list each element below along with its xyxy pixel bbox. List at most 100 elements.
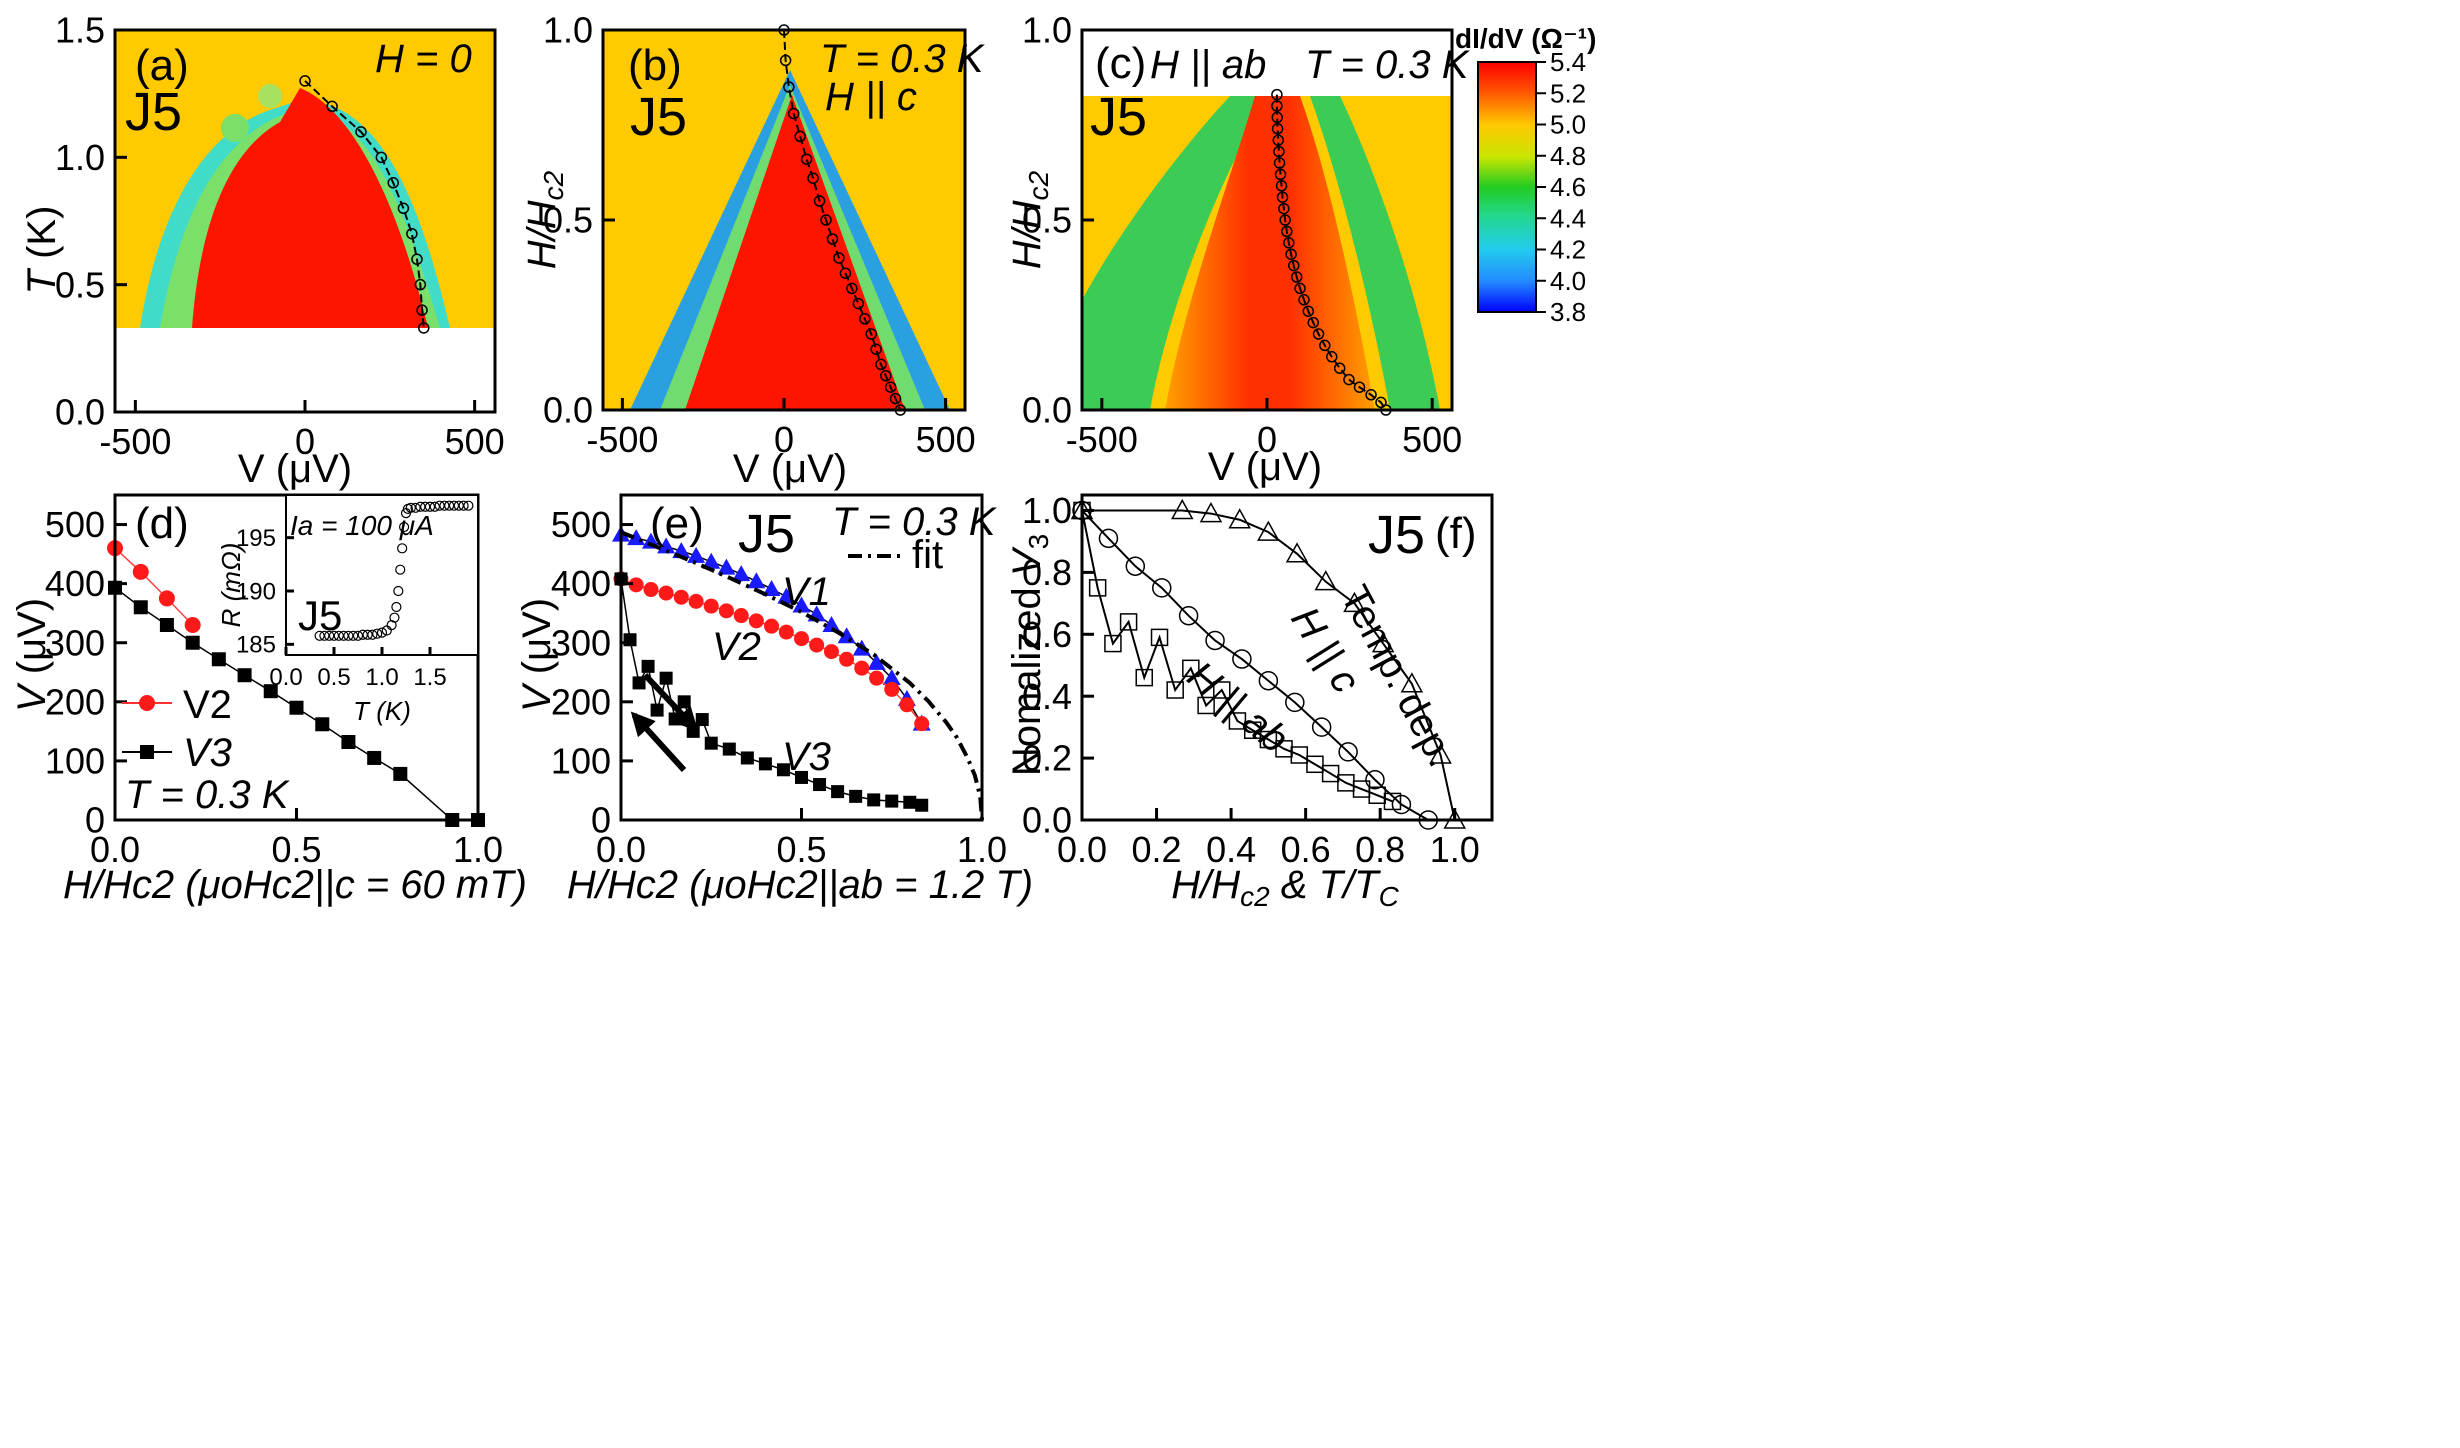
data-point-v1: [762, 579, 781, 596]
data-point-hc: [1258, 670, 1279, 691]
peak-trace-point: [375, 151, 388, 164]
data-point-v1: [747, 572, 766, 589]
y-tick-label: 300: [551, 622, 611, 663]
panel-a-xlabel: V (μV): [238, 447, 352, 491]
x-tick-label: 500: [445, 421, 505, 462]
data-point-hab: [1228, 712, 1247, 730]
peak-trace-point: [1271, 88, 1283, 101]
panel-d-legend: V2 V3: [122, 683, 232, 775]
x-tick-label: 500: [916, 419, 976, 460]
peak-trace-point: [880, 370, 892, 382]
curve-line: [1081, 509, 1429, 821]
y-tick-label: 500: [551, 504, 611, 545]
data-point-v3: [393, 766, 408, 781]
data-point-v3: [740, 751, 754, 765]
x-tick-label: 0.8: [1355, 829, 1405, 870]
peak-trace-point: [846, 282, 858, 295]
data-point-v3: [263, 684, 278, 699]
data-point-v1: [777, 587, 796, 604]
inset-plot: [314, 500, 474, 641]
y-tick-label: 400: [45, 563, 105, 604]
panel-f-frame: [1080, 493, 1494, 822]
series-line-v2: [620, 578, 923, 725]
panel-a-blob: [258, 84, 282, 108]
peak-trace-point: [852, 297, 865, 310]
fit-curve: [620, 530, 984, 821]
x-tick-label: 0.0: [596, 829, 646, 870]
panel-f-sample: J5: [1368, 505, 1425, 565]
peak-trace-point: [1276, 191, 1289, 203]
x-tick-label: 0.0: [269, 664, 302, 691]
data-point-v3: [813, 778, 827, 792]
y-tick-label: 200: [45, 681, 105, 722]
data-point-temp: [1429, 743, 1452, 764]
y-tick-label: 0.5: [543, 200, 593, 241]
y-tick-label: 200: [551, 681, 611, 722]
colorbar-tick-label: 4.0: [1550, 266, 1586, 296]
y-tick-label: 100: [551, 741, 611, 782]
inset-data-point: [343, 630, 354, 641]
legend-label-v3: V3: [183, 731, 232, 775]
y-tick-label: 0: [591, 800, 611, 841]
panel-d-axes: 0.0 0.5 1.0 0 100 200 300 400 500: [45, 504, 503, 870]
y-tick-label: 1.0: [1022, 490, 1072, 531]
y-tick-label: 0.4: [1022, 676, 1072, 717]
data-point-v3: [659, 671, 673, 685]
peak-trace-point: [783, 81, 795, 93]
data-point-v2: [703, 598, 719, 614]
data-point-v3: [915, 798, 929, 812]
panel-c-xlabel: V (μV): [1208, 445, 1322, 489]
peak-trace-point: [884, 381, 897, 393]
y-tick-label: 1.0: [543, 10, 593, 51]
data-point-v1: [687, 546, 706, 563]
colorbar-tick-label: 5.0: [1550, 110, 1586, 140]
inset-data-point: [424, 501, 436, 512]
panel-b-ylabel: H/Hc2: [520, 170, 569, 269]
peak-trace-point: [1288, 259, 1300, 272]
peak-trace-point: [1298, 294, 1310, 306]
legend-label-v2: V2: [183, 683, 232, 727]
peak-trace-point: [859, 313, 871, 325]
peak-trace-point: [1271, 111, 1283, 124]
data-point-v2: [778, 624, 794, 640]
data-point-hc: [1285, 692, 1305, 713]
data-point-hc: [1232, 649, 1252, 669]
panel-c-tag: (c): [1095, 39, 1146, 88]
peak-trace-point: [411, 253, 423, 265]
x-tick-label: 0.2: [1132, 829, 1182, 870]
data-point-v2: [132, 563, 149, 580]
inset-data-point: [395, 564, 406, 575]
panel-f-ylabel: Nomalized V3: [1005, 534, 1054, 776]
colorbar-tick-label: 4.4: [1550, 203, 1586, 233]
y-tick-label: 500: [45, 504, 105, 545]
inset-data-point: [314, 630, 325, 641]
y-tick-label: 1.0: [55, 137, 105, 178]
data-point-v2: [658, 585, 674, 601]
panel-e-temperature: T = 0.3 K: [832, 500, 998, 544]
panel-a-axes: -500 0 500 0.0 0.5 1.0 1.5: [55, 10, 505, 462]
data-point-v1: [717, 558, 736, 575]
colorbar-tick-label: 5.2: [1550, 78, 1586, 108]
inset-data-point: [391, 601, 402, 613]
x-tick-label: 1.5: [413, 664, 446, 691]
y-tick-label: 0.0: [543, 390, 593, 431]
inset-data-point: [393, 585, 404, 597]
data-point-v3: [704, 736, 718, 750]
series-line-v3: [620, 578, 922, 806]
colorbar-tick-label: 5.4: [1550, 47, 1586, 77]
data-point-temp: [1170, 498, 1194, 520]
peak-trace-point: [787, 107, 800, 120]
data-point-v2: [914, 716, 930, 732]
data-point-hab: [1119, 613, 1138, 631]
peak-trace-point: [1290, 271, 1303, 283]
panel-f-xlabel: H/Hc2 & T/TC: [1171, 863, 1399, 912]
colorbar-title: dI/dV (Ω⁻¹): [1455, 23, 1596, 54]
panel-c-sample: J5: [1090, 87, 1147, 147]
data-point-hc: [1391, 794, 1412, 815]
data-point-v1: [732, 565, 751, 582]
data-point-v2: [869, 670, 885, 686]
panel-f: 0.0 0.2 0.4 0.6 0.8 1.00.00.20.40.60.81.0 J5 …: [1005, 490, 1494, 912]
data-point-hab: [1088, 579, 1107, 597]
inset-ylabel: R (mΩ): [216, 543, 246, 628]
